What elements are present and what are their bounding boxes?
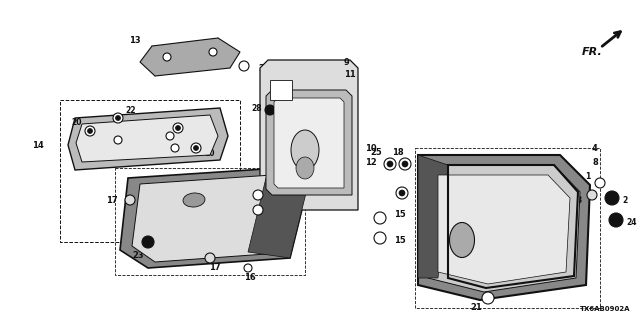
Circle shape	[253, 190, 263, 200]
Text: 17: 17	[209, 263, 221, 273]
Circle shape	[399, 158, 411, 170]
Circle shape	[605, 191, 619, 205]
Polygon shape	[270, 80, 292, 100]
Circle shape	[587, 190, 597, 200]
Text: 16: 16	[236, 210, 246, 219]
Text: 13: 13	[129, 36, 141, 44]
Circle shape	[142, 236, 154, 248]
Circle shape	[115, 116, 120, 121]
Polygon shape	[266, 90, 352, 195]
Text: 19: 19	[416, 190, 428, 199]
Text: 6: 6	[444, 223, 450, 233]
Text: 20: 20	[204, 148, 214, 157]
Text: 12: 12	[365, 157, 377, 166]
Polygon shape	[120, 168, 308, 268]
Text: 3: 3	[577, 196, 582, 204]
Circle shape	[244, 264, 252, 272]
Text: FR.: FR.	[582, 47, 602, 57]
Circle shape	[163, 53, 171, 61]
Text: 7: 7	[246, 205, 252, 214]
Polygon shape	[260, 60, 358, 210]
Text: 5: 5	[242, 188, 248, 197]
Polygon shape	[68, 108, 228, 170]
Text: 14: 14	[32, 140, 44, 149]
Circle shape	[173, 123, 183, 133]
Text: 26: 26	[258, 63, 269, 73]
Polygon shape	[428, 165, 580, 292]
Polygon shape	[274, 98, 344, 188]
Text: 4: 4	[592, 143, 598, 153]
Text: 29: 29	[290, 114, 301, 123]
Circle shape	[275, 115, 285, 125]
Ellipse shape	[291, 130, 319, 170]
Circle shape	[374, 232, 386, 244]
Text: 22: 22	[125, 106, 136, 115]
Circle shape	[387, 161, 393, 167]
Text: 20: 20	[72, 117, 82, 126]
Text: 29: 29	[290, 127, 301, 137]
Circle shape	[253, 205, 263, 215]
Polygon shape	[140, 38, 240, 76]
Ellipse shape	[449, 222, 474, 258]
Circle shape	[402, 161, 408, 167]
Text: 16: 16	[244, 274, 256, 283]
Circle shape	[171, 144, 179, 152]
Circle shape	[85, 126, 95, 136]
Circle shape	[399, 190, 405, 196]
Text: 21: 21	[470, 303, 482, 313]
Circle shape	[88, 129, 93, 133]
Circle shape	[166, 132, 174, 140]
Text: 10: 10	[365, 143, 376, 153]
Circle shape	[482, 292, 494, 304]
Ellipse shape	[183, 193, 205, 207]
Circle shape	[396, 187, 408, 199]
Circle shape	[276, 128, 284, 136]
Text: 11: 11	[344, 69, 356, 78]
Circle shape	[239, 61, 249, 71]
Circle shape	[205, 253, 215, 263]
Polygon shape	[76, 115, 218, 162]
Circle shape	[125, 195, 135, 205]
Text: 17: 17	[106, 196, 118, 204]
Circle shape	[191, 143, 201, 153]
Text: TX6AB0902A: TX6AB0902A	[579, 306, 630, 312]
Text: 22: 22	[186, 117, 196, 126]
Text: 9: 9	[344, 58, 349, 67]
Text: 8: 8	[592, 157, 598, 166]
Text: 1: 1	[585, 172, 590, 180]
Circle shape	[114, 136, 122, 144]
Text: 25: 25	[371, 148, 382, 156]
Text: 18: 18	[392, 148, 404, 156]
Text: 15: 15	[394, 210, 406, 219]
Text: 15: 15	[394, 236, 406, 244]
Text: 27: 27	[273, 82, 284, 91]
Circle shape	[384, 158, 396, 170]
Text: 28: 28	[252, 103, 262, 113]
Text: 2: 2	[622, 196, 627, 204]
Circle shape	[374, 212, 386, 224]
Ellipse shape	[296, 157, 314, 179]
Circle shape	[209, 48, 217, 56]
Polygon shape	[418, 155, 448, 278]
Polygon shape	[132, 175, 296, 262]
Circle shape	[609, 213, 623, 227]
Polygon shape	[248, 178, 308, 258]
Circle shape	[175, 125, 180, 131]
Text: 24: 24	[626, 218, 637, 227]
Text: 23: 23	[132, 251, 144, 260]
Polygon shape	[418, 155, 590, 300]
Circle shape	[113, 113, 123, 123]
Circle shape	[265, 105, 275, 115]
Polygon shape	[438, 175, 570, 284]
Circle shape	[595, 178, 605, 188]
Circle shape	[193, 146, 198, 150]
